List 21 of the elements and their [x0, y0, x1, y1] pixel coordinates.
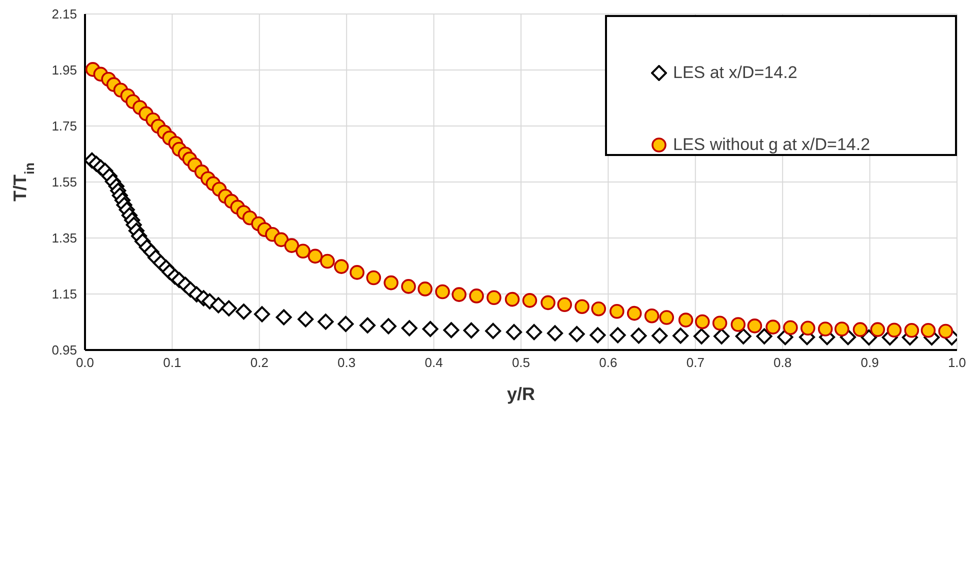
y-tick-label: 1.95: [52, 62, 77, 78]
x-axis-title: y/R: [506, 384, 536, 404]
x-tick-label: 1.0: [948, 355, 966, 370]
y-tick-label: 1.55: [52, 174, 77, 190]
y-tick-label: 0.95: [52, 342, 77, 358]
x-tick-label: 0.0: [76, 355, 94, 370]
x-tick-label: 0.3: [338, 355, 356, 370]
x-tick-label: 0.5: [512, 355, 530, 370]
x-tick-label: 0.2: [250, 355, 268, 370]
x-tick-label: 0.4: [424, 355, 443, 370]
y-tick-label: 2.15: [52, 6, 77, 22]
legend-label: LES at x/D=14.2: [672, 62, 798, 84]
y-tick-label: 1.35: [52, 230, 77, 246]
x-tick-label: 0.7: [686, 355, 704, 370]
x-tick-label: 0.1: [163, 355, 182, 370]
y-tick-label: 1.15: [52, 286, 77, 302]
legend-label: LES without g at x/D=14.2: [672, 134, 872, 156]
y-tick-label: 1.75: [52, 118, 77, 134]
x-tick-label: 0.9: [860, 355, 879, 370]
x-tick-label: 0.6: [599, 355, 618, 370]
x-tick-label: 0.8: [774, 355, 792, 370]
